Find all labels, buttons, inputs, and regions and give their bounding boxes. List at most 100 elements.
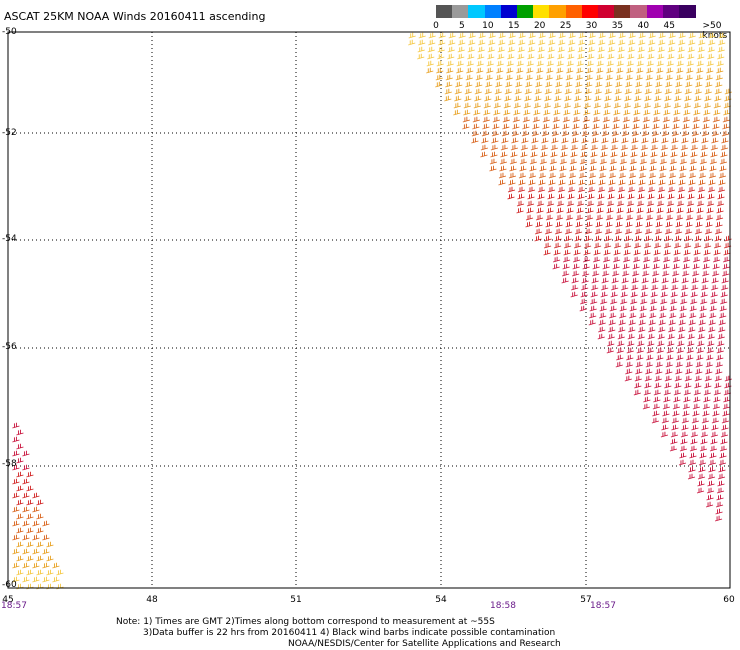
- wind-barb: [508, 179, 516, 186]
- wind-barb: [36, 499, 44, 506]
- wind-barb: [636, 207, 644, 214]
- wind-barb: [618, 179, 626, 186]
- wind-barb: [601, 277, 609, 284]
- wind-barb: [32, 520, 40, 527]
- wind-barb: [720, 298, 728, 305]
- wind-barb: [417, 46, 425, 53]
- wind-barb: [665, 214, 674, 221]
- wind-barb: [651, 137, 659, 144]
- wind-barb: [683, 389, 691, 396]
- wind-barb: [644, 382, 652, 389]
- wind-barb: [656, 347, 664, 354]
- wind-barb: [663, 109, 671, 116]
- wind-barb: [630, 298, 638, 305]
- wind-barb: [542, 116, 550, 123]
- wind-barb: [641, 277, 649, 284]
- wind-barb: [710, 298, 718, 305]
- wind-barb: [664, 95, 672, 102]
- wind-barb: [597, 193, 605, 200]
- wind-barb: [639, 158, 648, 165]
- wind-barb: [605, 81, 613, 88]
- wind-barb: [652, 403, 660, 410]
- wind-barb: [650, 298, 658, 305]
- wind-barb: [717, 186, 726, 193]
- wind-barb: [714, 515, 723, 522]
- wind-barb: [557, 46, 565, 53]
- wind-barb: [540, 151, 548, 158]
- wind-barb: [595, 214, 604, 221]
- wind-barb: [692, 116, 700, 123]
- wind-barb: [539, 158, 548, 165]
- wind-barb: [457, 53, 465, 60]
- wind-barb: [676, 354, 684, 361]
- wind-barb: [657, 53, 665, 60]
- wind-barb: [560, 144, 569, 151]
- wind-barb: [687, 186, 696, 193]
- wind-barb: [677, 46, 685, 53]
- wind-barb: [715, 501, 724, 508]
- wind-barb: [525, 74, 533, 81]
- wind-barb: [704, 382, 712, 389]
- wind-barb: [700, 291, 708, 298]
- wind-barb: [464, 95, 472, 102]
- wind-barb: [601, 137, 609, 144]
- wind-barb: [506, 67, 514, 74]
- wind-barb: [662, 263, 670, 270]
- wind-barb: [537, 46, 545, 53]
- wind-barb: [681, 424, 689, 431]
- wind-barb: [526, 207, 534, 214]
- wind-barb: [520, 151, 528, 158]
- wind-barb: [648, 319, 656, 326]
- wind-barb: [550, 144, 559, 151]
- wind-barb: [608, 39, 616, 46]
- wind-barb: [634, 375, 642, 382]
- wind-barb: [699, 165, 707, 172]
- wind-barb: [691, 424, 699, 431]
- wind-barb: [476, 67, 484, 74]
- wind-barb: [528, 172, 537, 179]
- legend-label: 25: [559, 21, 572, 31]
- wind-barb: [626, 354, 634, 361]
- wind-barb: [669, 165, 677, 172]
- wind-barb: [444, 95, 452, 102]
- wind-barb: [427, 46, 435, 53]
- wind-barb: [548, 39, 556, 46]
- wind-barb: [628, 32, 636, 39]
- wind-barb: [563, 249, 571, 256]
- wind-barb: [590, 144, 599, 151]
- wind-barb: [711, 284, 719, 291]
- wind-barb: [527, 193, 535, 200]
- wind-barb: [670, 144, 679, 151]
- wind-barb: [708, 326, 716, 333]
- wind-barb: [513, 109, 521, 116]
- wind-barb: [716, 354, 724, 361]
- legend-label: 20: [533, 21, 546, 31]
- wind-barb: [556, 67, 564, 74]
- wind-barb: [619, 305, 627, 312]
- lon-label: 45: [2, 595, 14, 605]
- wind-barb: [705, 221, 713, 228]
- wind-barb: [687, 473, 696, 480]
- legend-label: 10: [482, 21, 494, 31]
- wind-barb: [56, 569, 64, 576]
- wind-barb: [561, 130, 570, 137]
- wind-barb: [592, 123, 600, 130]
- wind-barb: [16, 457, 24, 464]
- wind-barb: [622, 256, 631, 263]
- wind-barb: [545, 81, 553, 88]
- wind-barb: [677, 186, 686, 193]
- wind-barb: [604, 235, 612, 242]
- wind-barb: [707, 46, 715, 53]
- wind-barb: [590, 298, 598, 305]
- wind-barb: [697, 333, 705, 340]
- wind-barb: [624, 375, 632, 382]
- wind-barb: [556, 207, 564, 214]
- wind-barb: [653, 396, 661, 403]
- wind-barb: [555, 74, 563, 81]
- wind-barb: [626, 207, 634, 214]
- wind-barb: [559, 165, 567, 172]
- wind-barb: [569, 165, 577, 172]
- wind-barb: [32, 534, 40, 541]
- wind-barb: [628, 179, 636, 186]
- wind-barb: [570, 144, 579, 151]
